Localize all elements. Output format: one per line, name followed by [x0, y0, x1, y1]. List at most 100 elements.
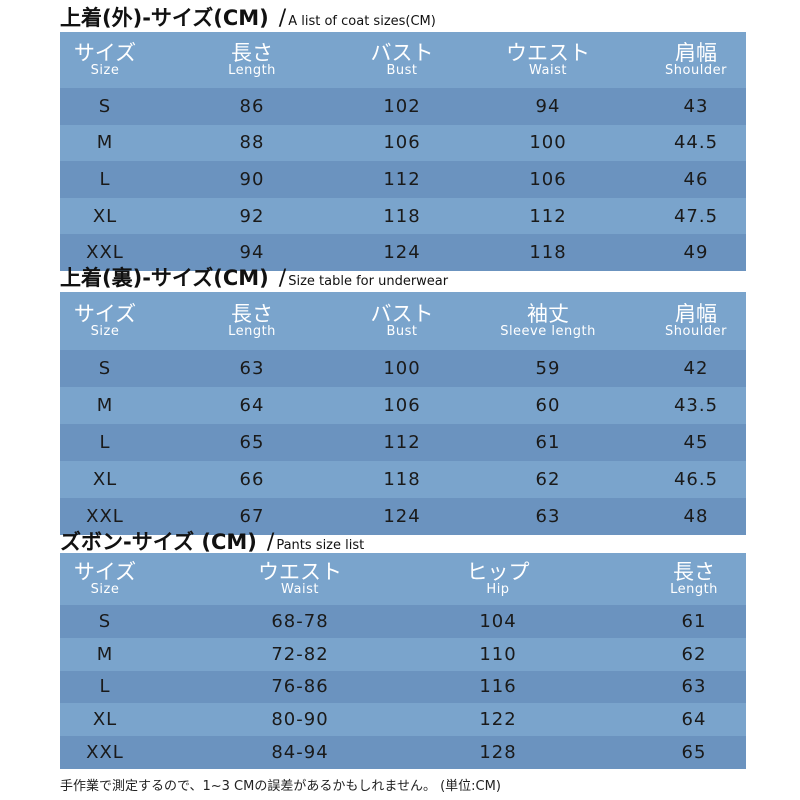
underwear-header-cell: 肩幅 Shoulder — [665, 292, 727, 350]
pants-header-cell: ヒップ Hip — [467, 553, 530, 605]
value-cell: 62 — [681, 643, 707, 665]
value-cell: 65 — [681, 742, 707, 764]
pants-section-title: ズボン-サイズ (CM) / Pants size list — [60, 532, 364, 554]
header-label-en: Hip — [486, 581, 510, 597]
value-cell: 49 — [683, 242, 709, 264]
underwear-title-text: 上着(裏)-サイズ(CM) — [60, 266, 269, 290]
header-label-en: Shoulder — [665, 62, 727, 78]
value-cell: 118 — [529, 242, 567, 264]
table-row: XL 80-90 122 64 — [60, 703, 746, 736]
value-cell: 42 — [683, 358, 709, 379]
value-cell: 124 — [383, 506, 421, 527]
underwear-header-cell: 袖丈 Sleeve length — [500, 292, 596, 350]
coat-header-cell: ウエスト Waist — [506, 32, 590, 88]
coat-title-text: 上着(外)-サイズ(CM) — [60, 6, 269, 30]
header-label-en: Bust — [386, 323, 418, 339]
value-cell: 124 — [383, 242, 421, 264]
value-cell: 112 — [383, 168, 421, 190]
table-row: M 72-82 110 62 — [60, 638, 746, 671]
table-row: L 65 112 61 45 — [60, 424, 746, 461]
value-cell: 63 — [239, 358, 265, 379]
value-cell: 60 — [535, 395, 561, 416]
value-cell: 122 — [479, 709, 517, 731]
value-cell: 100 — [383, 358, 421, 379]
pants-title-text: ズボン-サイズ (CM) — [60, 530, 257, 554]
value-cell: 46 — [683, 168, 709, 190]
header-label-en: Waist — [529, 62, 567, 78]
table-row: M 88 106 100 44.5 — [60, 125, 746, 162]
table-row: XXL 67 124 63 48 — [60, 498, 746, 535]
table-row: S 63 100 59 42 — [60, 350, 746, 387]
coat-header-row: サイズ Size 長さ Length バスト Bust ウエスト Waist 肩幅 Shoulde… — [60, 32, 746, 88]
value-cell: 106 — [383, 132, 421, 154]
pants-header-cell: 長さ Length — [670, 553, 718, 605]
size-cell: M — [96, 643, 114, 665]
underwear-section-title: 上着(裏)-サイズ(CM) / Size table for underwear — [60, 268, 448, 290]
value-cell: 44.5 — [673, 132, 719, 154]
size-cell: XXL — [86, 742, 124, 764]
title-slash: / — [278, 6, 287, 31]
value-cell: 61 — [535, 432, 561, 453]
value-cell: 64 — [239, 395, 265, 416]
value-cell: 106 — [383, 395, 421, 416]
underwear-subtitle-text: Size table for underwear — [288, 274, 449, 289]
value-cell: 64 — [681, 709, 707, 731]
pants-header-row: サイズ Size ウエスト Waist ヒップ Hip 長さ Length — [60, 553, 746, 605]
header-label-jp: サイズ — [73, 301, 137, 326]
value-cell: 47.5 — [673, 205, 719, 227]
header-label-en: Sleeve length — [500, 323, 596, 339]
value-cell: 100 — [529, 132, 567, 154]
value-cell: 88 — [239, 132, 265, 154]
value-cell: 112 — [383, 432, 421, 453]
header-label-en: Length — [670, 581, 718, 597]
value-cell: 94 — [239, 242, 265, 264]
value-cell: 90 — [239, 168, 265, 190]
header-label-jp: 肩幅 — [674, 301, 717, 326]
size-cell: XL — [92, 205, 118, 227]
pants-header-cell: ウエスト Waist — [258, 553, 342, 605]
value-cell: 48 — [683, 506, 709, 527]
table-row: XXL 84-94 128 65 — [60, 736, 746, 769]
value-cell: 104 — [479, 610, 517, 632]
header-label-jp: 長さ — [231, 301, 273, 326]
size-cell: S — [98, 358, 112, 379]
size-cell: XXL — [86, 506, 124, 527]
table-row: S 86 102 94 43 — [60, 88, 746, 125]
value-cell: 43.5 — [673, 395, 719, 416]
header-label-en: Length — [228, 323, 276, 339]
size-cell: L — [99, 168, 111, 190]
coat-subtitle-text: A list of coat sizes(CM) — [288, 14, 436, 29]
value-cell: 84-94 — [271, 742, 329, 764]
coat-header-cell: 長さ Length — [228, 32, 276, 88]
header-label-en: Waist — [281, 581, 319, 597]
coat-header-cell: バスト Bust — [371, 32, 434, 88]
value-cell: 67 — [239, 506, 265, 527]
value-cell: 112 — [529, 205, 567, 227]
value-cell: 76-86 — [271, 676, 329, 698]
header-label-en: Length — [228, 62, 276, 78]
value-cell: 61 — [681, 610, 707, 632]
value-cell: 45 — [683, 432, 709, 453]
header-label-en: Size — [90, 323, 120, 339]
header-label-jp: サイズ — [73, 559, 137, 584]
pants-size-table: サイズ Size ウエスト Waist ヒップ Hip 長さ Length S 68-78 104 6… — [60, 553, 746, 769]
pants-subtitle-text: Pants size list — [276, 538, 365, 553]
value-cell: 46.5 — [673, 469, 719, 490]
header-label-en: Bust — [386, 62, 418, 78]
header-label-jp: 袖丈 — [527, 301, 569, 326]
table-row: XXL 94 124 118 49 — [60, 234, 746, 271]
value-cell: 116 — [479, 676, 517, 698]
underwear-header-cell: バスト Bust — [371, 292, 434, 350]
header-label-jp: ウエスト — [258, 559, 342, 584]
value-cell: 106 — [529, 168, 567, 190]
header-label-jp: 肩幅 — [674, 40, 717, 65]
header-label-en: Size — [90, 62, 120, 78]
header-label-en: Shoulder — [665, 323, 727, 339]
size-cell: S — [98, 610, 112, 632]
value-cell: 86 — [239, 95, 265, 117]
value-cell: 63 — [681, 676, 707, 698]
table-row: M 64 106 60 43.5 — [60, 387, 746, 424]
value-cell: 102 — [383, 95, 421, 117]
value-cell: 92 — [239, 205, 265, 227]
header-label-jp: ウエスト — [506, 40, 590, 65]
